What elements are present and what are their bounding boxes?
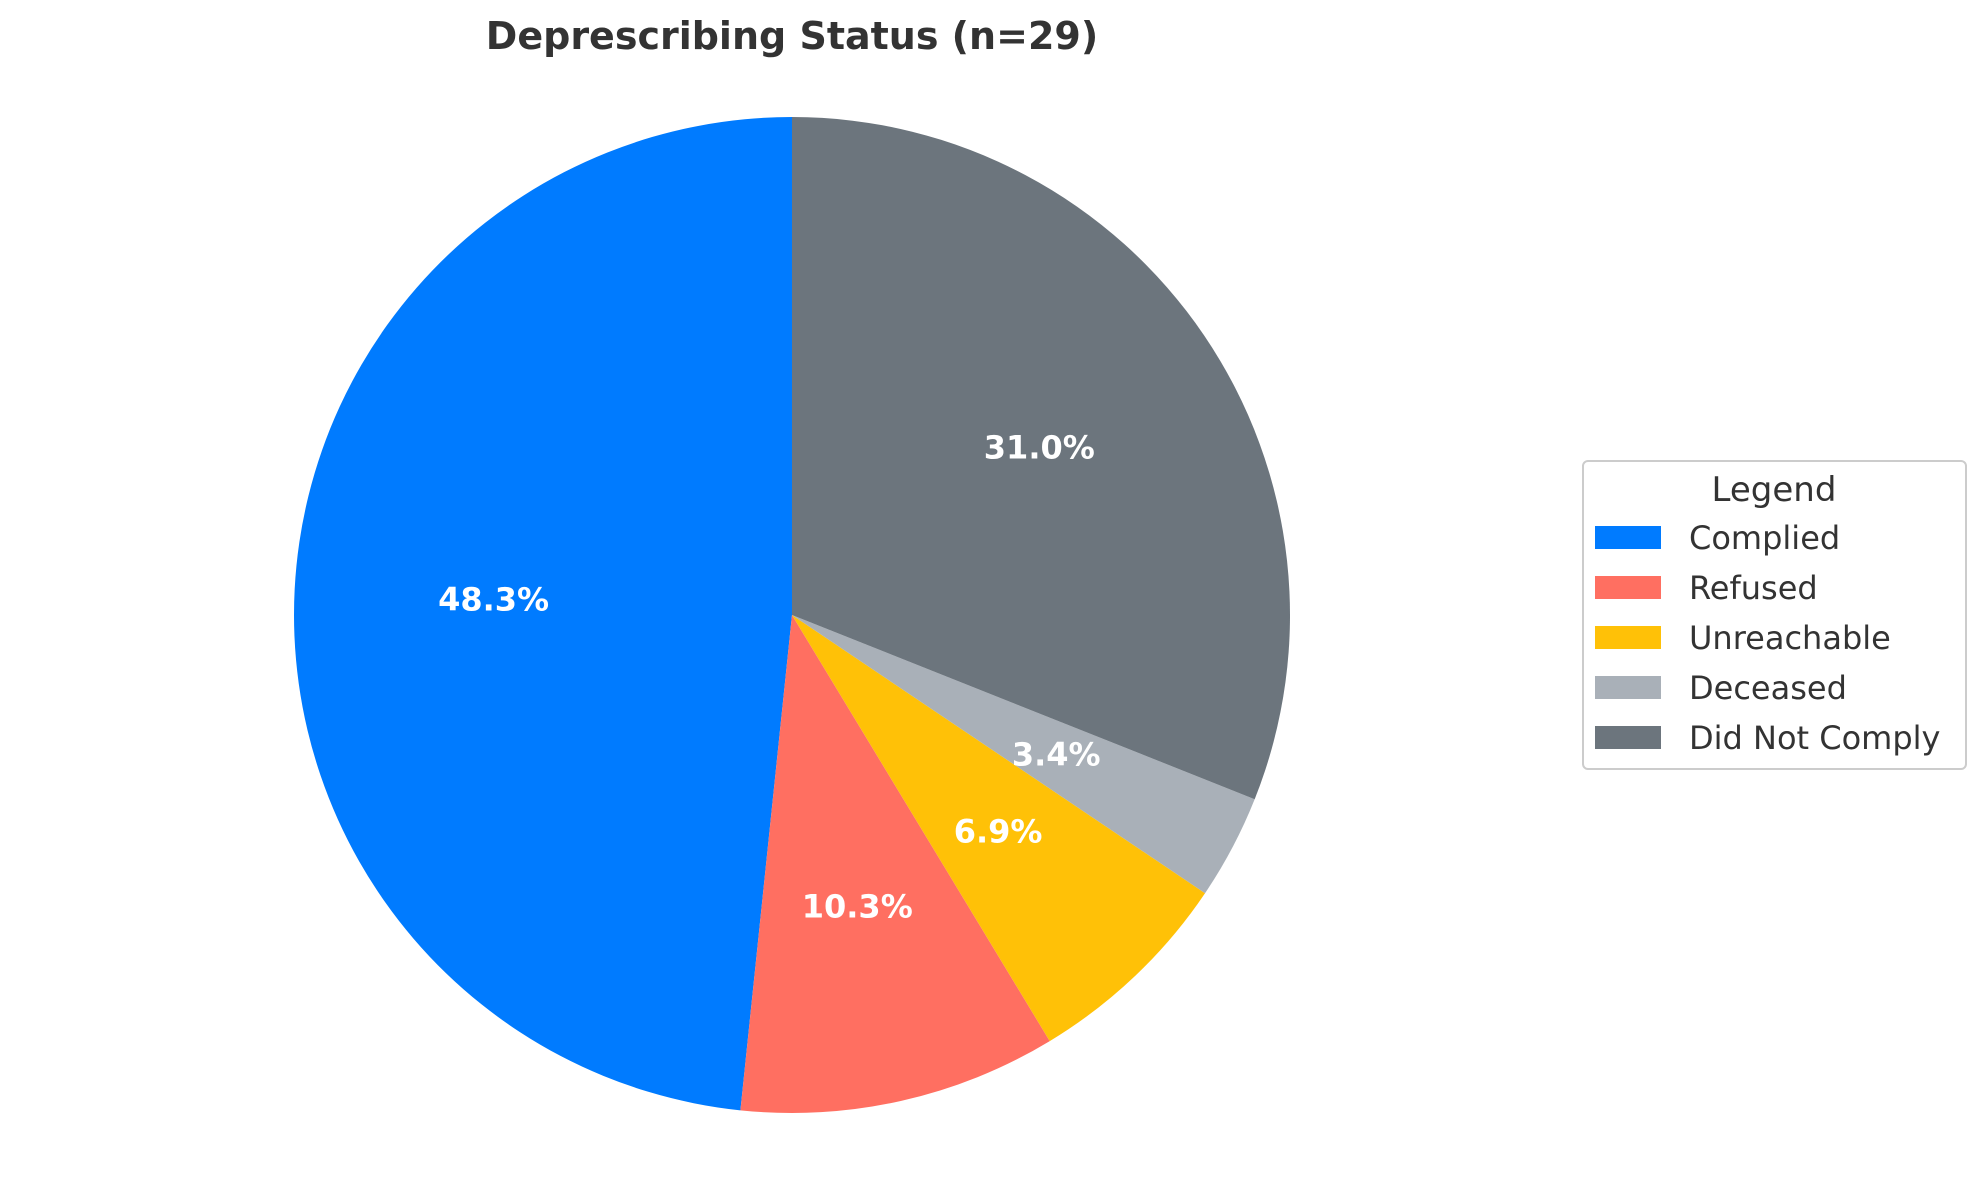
slice-label-deceased: 3.4% [1012, 736, 1101, 774]
legend-label-refused: Refused [1689, 569, 1818, 607]
legend-entry-deceased: Deceased [1595, 669, 1847, 707]
legend-swatch-unreachable [1595, 626, 1661, 649]
legend-entry-refused: Refused [1595, 569, 1818, 607]
slice-label-unreachable: 6.9% [954, 812, 1043, 850]
legend-swatch-refused [1595, 576, 1661, 599]
legend-title: Legend [1712, 470, 1837, 510]
legend-label-unreachable: Unreachable [1689, 619, 1891, 657]
pie-slice-refused [740, 615, 1050, 1113]
pie-slice-unreachable [792, 615, 1206, 1042]
pie-slices [294, 117, 1291, 1113]
slice-label-complied: 48.3% [438, 581, 549, 619]
pie-slice-deceased [792, 615, 1255, 894]
slice-label-refused: 10.3% [802, 888, 913, 926]
legend-swatch-did-not-comply [1595, 726, 1661, 749]
slice-labels: 48.3% 10.3% 6.9% 3.4% 31.0% [438, 428, 1101, 925]
pie-slice-did-not-comply [792, 117, 1291, 800]
legend-entries: Complied Refused Unreachable Deceased Did No… [1595, 519, 1940, 757]
legend: Legend Complied Refused Unreachable Decease… [1582, 460, 1967, 770]
legend-label-deceased: Deceased [1689, 669, 1847, 707]
legend-swatch-deceased [1595, 676, 1661, 699]
legend-swatch-complied [1595, 526, 1661, 549]
legend-entry-did-not-comply: Did Not Comply [1595, 719, 1940, 757]
chart-title: Deprescribing Status (n=29) [486, 14, 1098, 58]
legend-frame [1582, 460, 1967, 770]
legend-entry-complied: Complied [1595, 519, 1840, 557]
legend-entry-unreachable: Unreachable [1595, 619, 1891, 657]
slice-label-did-not-comply: 31.0% [984, 428, 1095, 466]
legend-label-did-not-comply: Did Not Comply [1689, 719, 1940, 757]
legend-label-complied: Complied [1689, 519, 1840, 557]
pie-slice-complied [294, 117, 792, 1111]
